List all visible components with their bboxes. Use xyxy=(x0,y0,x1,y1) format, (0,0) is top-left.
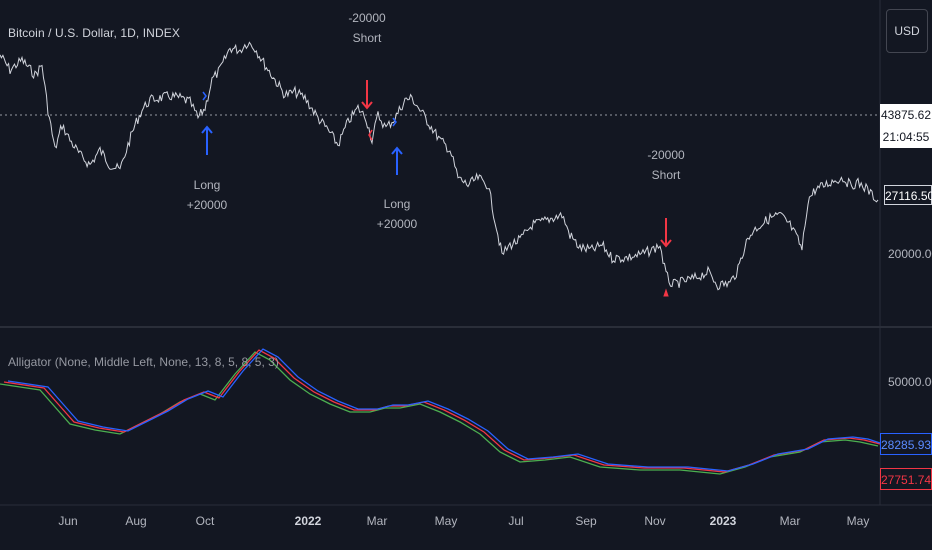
time-axis-label: May xyxy=(434,514,458,528)
indicator-teeth-value: 27751.74 xyxy=(880,468,932,490)
time-axis-label: Mar xyxy=(779,514,801,528)
crosshair-time-label: 21:04:55 xyxy=(880,126,932,148)
alligator-lips-line xyxy=(0,351,879,475)
long-arrow-icon xyxy=(391,146,403,175)
time-axis-label: 2022 xyxy=(294,514,322,528)
time-axis-label: Jul xyxy=(508,514,524,528)
alligator-jaw-line xyxy=(7,348,881,472)
symbol-title: Bitcoin / U.S. Dollar, 1D, INDEX xyxy=(8,26,180,40)
short-arrow-icon xyxy=(660,218,672,248)
trade-label-short-2: -20000 Short xyxy=(647,148,685,182)
time-axis-label: Sep xyxy=(575,514,597,528)
long-arrow-icon xyxy=(201,125,213,155)
trade-label-short-1: -20000 Short xyxy=(348,11,386,45)
trade-label-long-1: Long +20000 xyxy=(186,178,228,212)
short-marker-icon xyxy=(368,129,373,141)
time-axis-label: Jun xyxy=(58,514,78,528)
crosshair-price-label: 43875.62 xyxy=(880,104,932,126)
time-axis-label: Oct xyxy=(195,514,215,528)
time-axis-label: Mar xyxy=(366,514,388,528)
price-level-label: 20000.00 xyxy=(888,247,932,261)
last-price-label: 27116.50 xyxy=(884,185,932,205)
trade-label-long-2: Long +20000 xyxy=(376,197,418,231)
time-axis-label: Nov xyxy=(644,514,666,528)
time-axis-label: May xyxy=(846,514,870,528)
long-marker-icon xyxy=(202,91,207,101)
time-axis-label: 2023 xyxy=(709,514,737,528)
indicator-axis-label: 50000.00 xyxy=(888,375,932,389)
indicator-jaw-value: 28285.93 xyxy=(880,433,932,455)
currency-button[interactable]: USD xyxy=(886,9,928,53)
short-arrow-icon xyxy=(361,80,373,110)
price-series-line xyxy=(0,41,879,291)
long-marker-icon xyxy=(392,117,397,127)
short-marker-icon xyxy=(663,288,669,297)
indicator-title: Alligator (None, Middle Left, None, 13, … xyxy=(8,355,279,369)
time-axis-label: Aug xyxy=(125,514,147,528)
